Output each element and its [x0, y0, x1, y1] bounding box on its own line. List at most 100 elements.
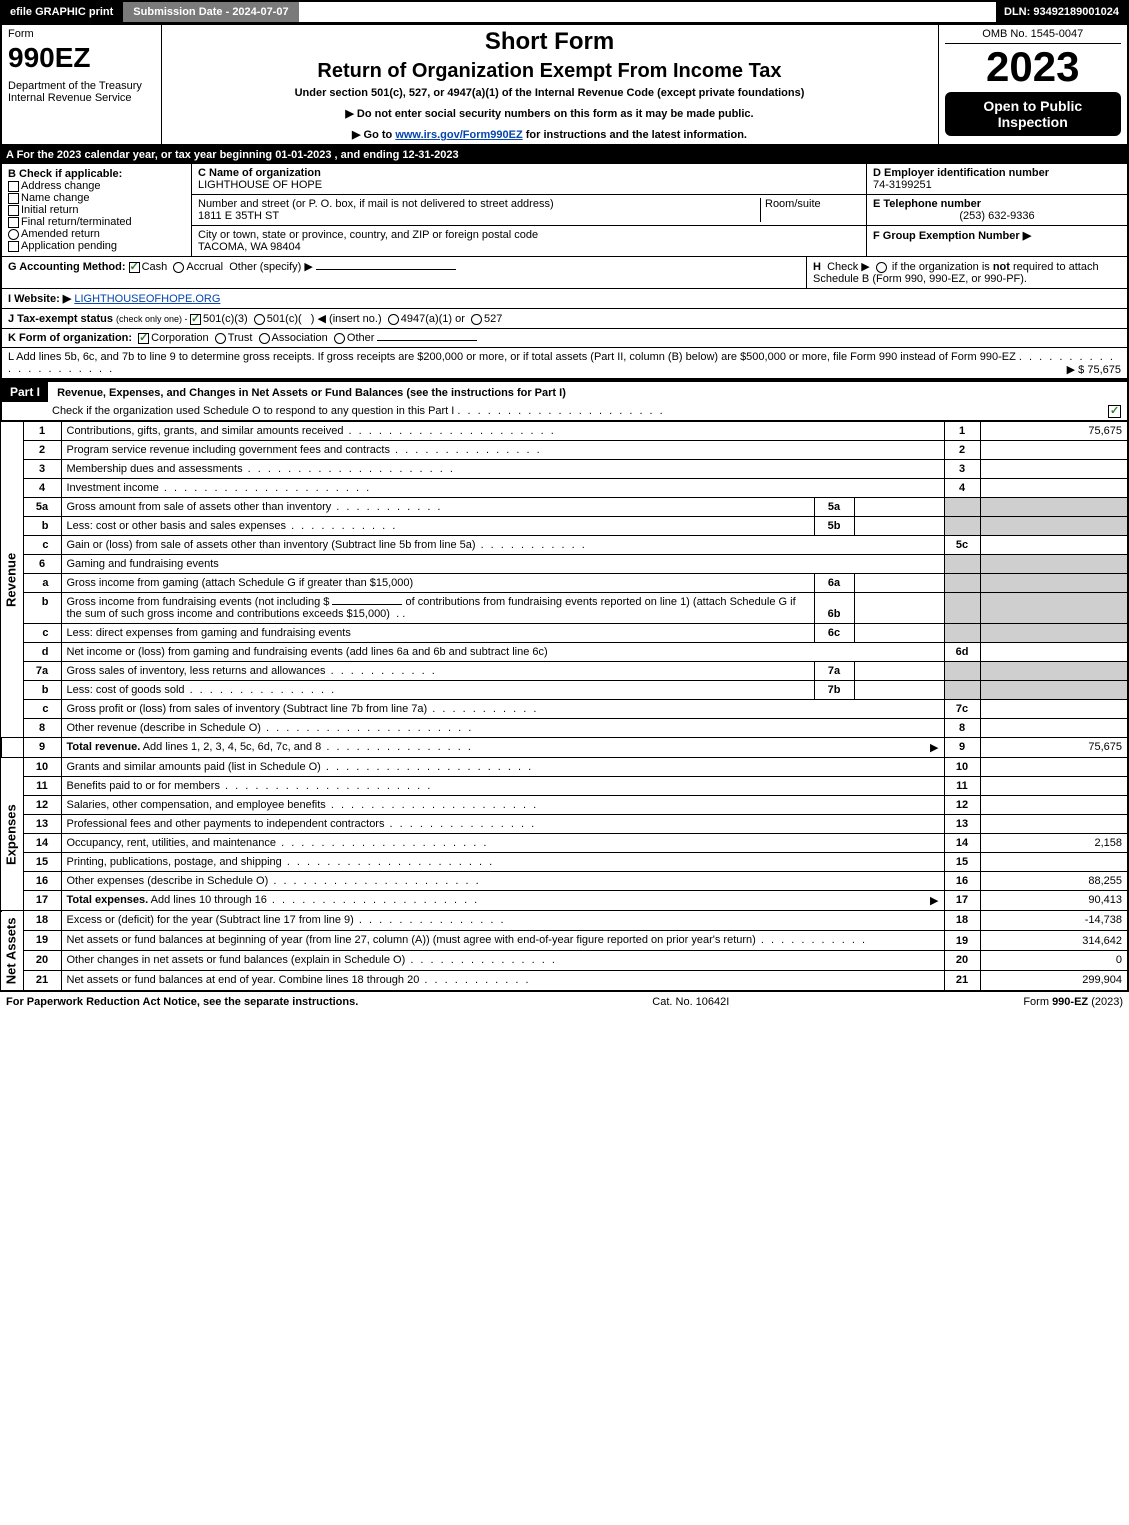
b-item-address[interactable]: Address change	[8, 180, 185, 192]
k-corp-check[interactable]	[138, 333, 149, 344]
row-6: 6 Gaming and fundraising events	[1, 555, 1128, 574]
part1-table: Revenue 1 Contributions, gifts, grants, …	[0, 421, 1129, 992]
g-row: G Accounting Method: Cash Accrual Other …	[2, 257, 807, 288]
r1-key: 1	[944, 422, 980, 441]
r8-num: 8	[23, 719, 61, 738]
r9-desc: Total revenue. Add lines 1, 2, 3, 4, 5c,…	[61, 738, 944, 758]
row-7a: 7a Gross sales of inventory, less return…	[1, 662, 1128, 681]
g-cash: Cash	[142, 261, 168, 273]
r15-key: 15	[944, 853, 980, 872]
ein-value: 74-3199251	[873, 179, 932, 191]
r6a-box: 6a	[814, 574, 854, 593]
k-other-radio[interactable]	[334, 333, 345, 344]
r5b-inline-val	[854, 517, 944, 536]
phone-value: (253) 632-9336	[873, 210, 1121, 222]
r6-val-gray	[980, 555, 1128, 574]
part1-schedule-o-checkbox[interactable]: ✓	[1108, 405, 1121, 418]
r17-val: 90,413	[980, 891, 1128, 911]
r6d-num: d	[23, 643, 61, 662]
r11-key: 11	[944, 777, 980, 796]
r15-desc: Printing, publications, postage, and shi…	[61, 853, 944, 872]
dln-label: DLN: 93492189001024	[996, 2, 1127, 22]
header-center: Short Form Return of Organization Exempt…	[161, 25, 938, 146]
row-6c: c Less: direct expenses from gaming and …	[1, 624, 1128, 643]
r5c-num: c	[23, 536, 61, 555]
r5b-val-gray	[980, 517, 1128, 536]
r14-key: 14	[944, 834, 980, 853]
r1-num: 1	[23, 422, 61, 441]
j-4947-radio[interactable]	[388, 314, 399, 325]
arrow-icon: ▶	[930, 741, 938, 754]
main-title: Return of Organization Exempt From Incom…	[168, 60, 932, 83]
r4-val	[980, 479, 1128, 498]
part1-check-line: Check if the organization used Schedule …	[2, 402, 1127, 420]
r6c-val-gray	[980, 624, 1128, 643]
r6d-desc: Net income or (loss) from gaming and fun…	[61, 643, 944, 662]
r14-desc: Occupancy, rent, utilities, and maintena…	[61, 834, 944, 853]
dots-icon	[457, 405, 664, 417]
c-city-row: City or town, state or province, country…	[192, 226, 866, 256]
c-name-row: C Name of organization LIGHTHOUSE OF HOP…	[192, 164, 866, 195]
f-group-box: F Group Exemption Number ▶	[867, 226, 1127, 245]
k-assoc-radio[interactable]	[259, 333, 270, 344]
phone-label: E Telephone number	[873, 198, 981, 210]
r18-num: 18	[23, 911, 61, 931]
b-item-amended[interactable]: Amended return	[8, 228, 185, 240]
row-2: 2 Program service revenue including gove…	[1, 441, 1128, 460]
j-527-radio[interactable]	[471, 314, 482, 325]
r5a-box: 5a	[814, 498, 854, 517]
g-cash-check[interactable]	[129, 262, 140, 273]
r3-val	[980, 460, 1128, 479]
g-accrual-radio[interactable]	[173, 262, 184, 273]
c-street-label: Number and street (or P. O. box, if mail…	[198, 198, 554, 210]
k-trust-radio[interactable]	[215, 333, 226, 344]
row-15: 15 Printing, publications, postage, and …	[1, 853, 1128, 872]
j-501c-radio[interactable]	[254, 314, 265, 325]
part1-badge: Part I	[2, 382, 48, 402]
c-name-label: C Name of organization	[198, 167, 321, 179]
r16-desc: Other expenses (describe in Schedule O)	[61, 872, 944, 891]
page-footer: For Paperwork Reduction Act Notice, see …	[0, 992, 1129, 1012]
r7b-desc: Less: cost of goods sold	[61, 681, 814, 700]
j-501c3-check[interactable]	[190, 314, 201, 325]
e-phone-box: E Telephone number (253) 632-9336	[867, 195, 1127, 226]
b-item-initial[interactable]: Initial return	[8, 204, 185, 216]
r3-key: 3	[944, 460, 980, 479]
r6-key-gray	[944, 555, 980, 574]
r11-desc: Benefits paid to or for members	[61, 777, 944, 796]
r14-val: 2,158	[980, 834, 1128, 853]
omb-number: OMB No. 1545-0047	[945, 28, 1122, 44]
r7b-inline-val	[854, 681, 944, 700]
topbar-spacer	[299, 2, 996, 22]
irs-link[interactable]: www.irs.gov/Form990EZ	[395, 129, 522, 141]
col-c: C Name of organization LIGHTHOUSE OF HOP…	[192, 164, 867, 256]
website-link[interactable]: LIGHTHOUSEOFHOPE.ORG	[74, 293, 220, 305]
r4-desc: Investment income	[61, 479, 944, 498]
row-5b: b Less: cost or other basis and sales ex…	[1, 517, 1128, 536]
inst2-suffix: for instructions and the latest informat…	[523, 129, 747, 141]
r6c-box: 6c	[814, 624, 854, 643]
h-check[interactable]	[876, 262, 887, 273]
efile-badge[interactable]: efile GRAPHIC print	[2, 2, 121, 22]
b-initial-return: Initial return	[21, 204, 78, 216]
r5b-key-gray	[944, 517, 980, 536]
b-item-final[interactable]: Final return/terminated	[8, 216, 185, 228]
b-final-return: Final return/terminated	[21, 216, 132, 228]
r18-desc: Excess or (deficit) for the year (Subtra…	[61, 911, 944, 931]
subhead: Under section 501(c), 527, or 4947(a)(1)…	[168, 87, 932, 99]
b-item-name[interactable]: Name change	[8, 192, 185, 204]
row-10: Expenses 10 Grants and similar amounts p…	[1, 758, 1128, 777]
department-label: Department of the Treasury Internal Reve…	[8, 80, 155, 104]
r6b-box: 6b	[814, 593, 854, 624]
b-item-pending[interactable]: Application pending	[8, 240, 185, 252]
r7c-num: c	[23, 700, 61, 719]
r6a-inline-val	[854, 574, 944, 593]
r21-desc: Net assets or fund balances at end of ye…	[61, 970, 944, 990]
r4-key: 4	[944, 479, 980, 498]
r7a-key-gray	[944, 662, 980, 681]
r16-num: 16	[23, 872, 61, 891]
i-label: I Website: ▶	[8, 293, 71, 305]
r7a-box: 7a	[814, 662, 854, 681]
r7a-inline-val	[854, 662, 944, 681]
footer-left: For Paperwork Reduction Act Notice, see …	[6, 996, 358, 1008]
